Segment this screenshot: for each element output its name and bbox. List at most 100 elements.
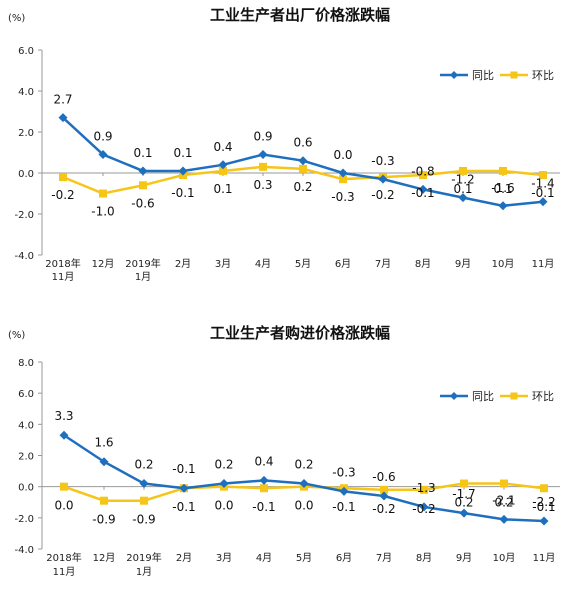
data-point-环比: [339, 175, 347, 184]
legend-label-同比: 同比: [472, 390, 494, 403]
data-point-环比: [99, 189, 107, 198]
data-label-环比: 0.3: [253, 178, 272, 192]
data-label-环比: -0.1: [411, 186, 434, 200]
data-label-环比: -0.1: [172, 500, 195, 514]
chart-panel-2: 工业生产者购进价格涨跌幅 (%) 8.0 6.0 4.0 2.0 0.0 -2.0 -4.0 20…: [8, 324, 560, 578]
data-point-环比: [500, 479, 508, 488]
y-tick-label: 6.0: [18, 46, 34, 57]
data-label-环比: -0.1: [332, 500, 355, 514]
x-tick-label: 7月: [375, 258, 391, 270]
y-tick-label: -2.0: [14, 514, 34, 525]
data-label-同比: -2.1: [492, 493, 515, 507]
data-label-环比: 0.1: [493, 182, 512, 196]
x-tick-label: 6月: [336, 552, 352, 564]
data-point-同比: [458, 193, 468, 203]
data-point-同比: [299, 479, 309, 489]
x-tick-label: 2月: [175, 258, 191, 270]
data-point-环比: [299, 164, 307, 173]
y-tick-label: 4.0: [18, 87, 34, 98]
data-point-同比: [138, 166, 148, 176]
data-point-同比: [178, 166, 188, 176]
data-point-环比: [219, 166, 227, 175]
x-tick-label: 2018年: [45, 257, 80, 270]
x-tick-label: 9月: [456, 552, 472, 564]
data-label-同比: -1.6: [491, 181, 514, 195]
x-tick-label: 3月: [216, 552, 232, 564]
data-label-环比: -0.1: [252, 500, 275, 514]
x-tick-label: 11月: [532, 258, 555, 270]
data-label-环比: -0.9: [132, 513, 155, 527]
data-label-环比: 0.0: [54, 499, 73, 513]
data-point-环比: [59, 173, 67, 182]
data-label-环比: -0.2: [51, 188, 74, 202]
y-tick-label: 2.0: [18, 452, 34, 463]
data-label-环比: -0.2: [372, 502, 395, 516]
data-label-环比: 0.0: [214, 499, 233, 513]
x-tick-label: 2018年: [46, 551, 81, 564]
x-tick-label: 11月: [533, 552, 556, 564]
data-label-同比: -0.6: [372, 470, 395, 484]
data-label-同比: -0.3: [371, 154, 394, 168]
data-point-同比: [219, 479, 229, 489]
data-point-同比: [259, 475, 269, 485]
data-point-环比: [259, 162, 267, 171]
x-tick-label: 6月: [335, 258, 351, 270]
data-label-环比: -1.0: [91, 205, 114, 219]
legend-marker-环比: [510, 392, 518, 400]
data-point-环比: [460, 479, 468, 488]
data-point-同比: [59, 430, 69, 440]
data-label-环比: 0.2: [454, 496, 473, 510]
data-label-同比: 0.4: [213, 140, 232, 154]
data-label-环比: 0.2: [494, 496, 513, 510]
data-point-环比: [260, 484, 268, 493]
x-tick-label: 2019年: [126, 551, 161, 564]
data-label-同比: 0.1: [133, 146, 152, 160]
data-label-同比: -0.1: [172, 462, 195, 476]
data-point-同比: [98, 150, 108, 160]
data-point-环比: [139, 181, 147, 190]
x-tick-label: 3月: [215, 258, 231, 270]
y-tick-label: -4.0: [14, 251, 34, 262]
x-tick-label: 2019年: [125, 257, 160, 270]
data-label-环比: -0.1: [531, 186, 554, 200]
y-tick-label: -2.0: [14, 210, 34, 221]
data-label-环比: -0.1: [171, 186, 194, 200]
data-label-同比: -0.8: [411, 164, 434, 178]
data-point-环比: [499, 166, 507, 175]
data-label-同比: -1.2: [451, 173, 474, 187]
x-tick-label: 12月: [93, 552, 116, 564]
data-label-环比: 0.2: [293, 180, 312, 194]
data-label-同比: 0.4: [254, 454, 273, 468]
data-point-环比: [420, 485, 428, 494]
chart-title: 工业生产者出厂价格涨跌幅: [210, 6, 390, 24]
x-tick-label: 10月: [493, 552, 516, 564]
data-label-同比: 0.0: [333, 148, 352, 162]
legend-label-同比: 同比: [472, 69, 494, 82]
data-label-环比: -0.2: [371, 188, 394, 202]
data-label-同比: 2.7: [53, 93, 72, 107]
data-point-同比: [459, 508, 469, 518]
data-label-环比: -0.2: [412, 502, 435, 516]
data-label-同比: -1.7: [452, 487, 475, 501]
y-tick-label: 2.0: [18, 128, 34, 139]
data-point-环比: [459, 166, 467, 175]
legend-label-环比: 环比: [532, 390, 554, 403]
data-point-同比: [139, 479, 149, 489]
data-label-环比: 0.1: [213, 182, 232, 196]
data-label-同比: 0.2: [214, 458, 233, 472]
data-label-同比: 0.9: [253, 130, 272, 144]
legend-marker-同比: [450, 392, 458, 400]
x-tick-label: 1月: [135, 271, 151, 283]
legend-marker-环比: [510, 71, 518, 79]
x-tick-label: 5月: [295, 258, 311, 270]
data-point-同比: [339, 486, 349, 496]
data-point-环比: [539, 171, 547, 180]
x-tick-label: 1月: [136, 566, 152, 578]
chart-panel-1: 工业生产者出厂价格涨跌幅 (%) 6.0 4.0 2.0 0.0 -2.0 -4.0 2018年…: [8, 6, 560, 283]
y-tick-label: 0.0: [18, 169, 34, 180]
x-tick-label: 2月: [176, 552, 192, 564]
y-tick-label: 6.0: [18, 389, 34, 400]
x-tick-label: 4月: [256, 552, 272, 564]
y-tick-label: 8.0: [18, 358, 34, 369]
data-label-同比: -1.3: [412, 481, 435, 495]
